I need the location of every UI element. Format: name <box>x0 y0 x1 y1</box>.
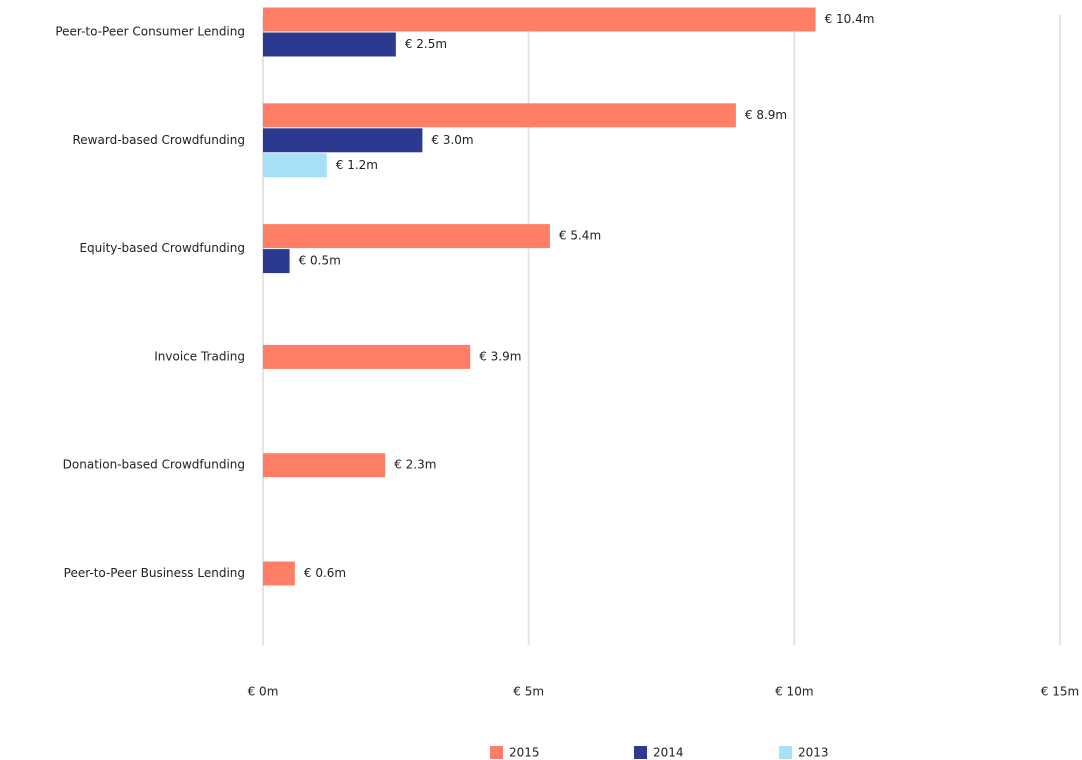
legend-label: 2013 <box>798 746 829 760</box>
legend-label: 2015 <box>509 746 540 760</box>
x-tick-label: € 5m <box>513 685 544 699</box>
value-label: € 0.5m <box>299 254 341 268</box>
legend-swatch <box>634 746 647 759</box>
bar <box>263 344 471 369</box>
bar <box>263 103 736 128</box>
value-label: € 2.3m <box>394 458 436 472</box>
value-label: € 10.4m <box>825 12 875 26</box>
value-label: € 8.9m <box>745 108 787 122</box>
bar <box>263 32 396 57</box>
value-label: € 2.5m <box>405 37 447 51</box>
y-tick-label: Donation-based Crowdfunding <box>63 458 245 472</box>
legend-swatch <box>779 746 792 759</box>
x-tick-label: € 15m <box>1041 685 1079 699</box>
x-tick-label: € 0m <box>248 685 279 699</box>
y-tick-label: Reward-based Crowdfunding <box>73 133 246 147</box>
bar <box>263 153 327 178</box>
bar <box>263 561 295 586</box>
value-label: € 3.0m <box>431 133 473 147</box>
bar <box>263 453 386 478</box>
bar <box>263 224 550 249</box>
legend-swatch <box>490 746 503 759</box>
value-label: € 3.9m <box>479 349 521 363</box>
bar <box>263 7 816 32</box>
x-tick-label: € 10m <box>775 685 813 699</box>
value-label: € 0.6m <box>304 566 346 580</box>
legend-label: 2014 <box>653 746 684 760</box>
value-label: € 1.2m <box>336 158 378 172</box>
y-tick-label: Peer-to-Peer Consumer Lending <box>55 25 245 39</box>
y-tick-label: Equity-based Crowdfunding <box>79 241 245 255</box>
y-tick-label: Peer-to-Peer Business Lending <box>64 566 245 580</box>
value-label: € 5.4m <box>559 229 601 243</box>
bar <box>263 249 290 274</box>
y-tick-label: Invoice Trading <box>154 349 245 363</box>
bar <box>263 128 423 153</box>
